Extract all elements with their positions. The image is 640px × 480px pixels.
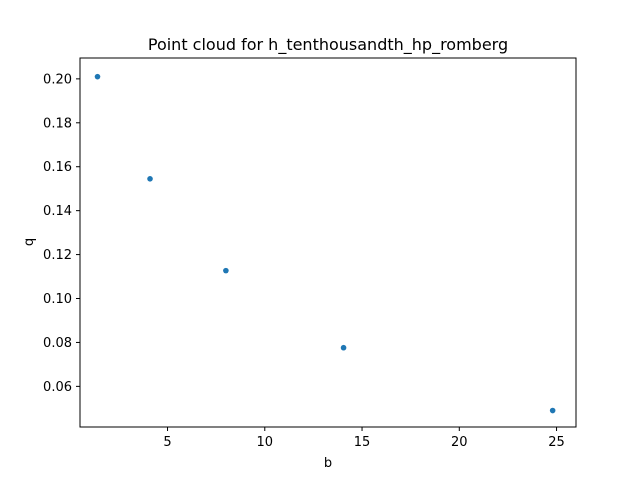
y-tick-label: 0.16 xyxy=(43,160,72,175)
y-axis-label: q xyxy=(22,238,37,246)
data-point xyxy=(340,344,347,351)
chart-title: Point cloud for h_tenthousandth_hp_rombe… xyxy=(148,35,508,55)
data-points xyxy=(94,73,556,414)
y-tick-label: 0.06 xyxy=(43,380,72,395)
y-tick-label: 0.18 xyxy=(43,116,72,131)
data-point xyxy=(94,73,101,80)
x-axis: 5 10 15 20 25 xyxy=(163,427,565,450)
x-axis-label: b xyxy=(324,456,332,471)
y-tick-label: 0.14 xyxy=(43,204,72,219)
y-tick-label: 0.10 xyxy=(43,292,72,307)
x-tick-label: 25 xyxy=(548,435,565,450)
y-tick-label: 0.12 xyxy=(43,248,72,263)
x-tick-label: 15 xyxy=(354,435,371,450)
x-tick-label: 5 xyxy=(163,435,171,450)
data-point xyxy=(147,176,153,182)
data-point xyxy=(549,407,556,414)
x-tick-label: 20 xyxy=(451,435,468,450)
y-tick-label: 0.20 xyxy=(43,72,72,87)
data-point xyxy=(223,267,229,274)
y-axis: 0.06 0.08 0.10 0.12 0.14 0.16 0.18 0.20 xyxy=(43,72,80,395)
y-tick-label: 0.08 xyxy=(43,336,72,351)
x-tick-label: 10 xyxy=(257,435,274,450)
plot-area xyxy=(79,57,577,428)
